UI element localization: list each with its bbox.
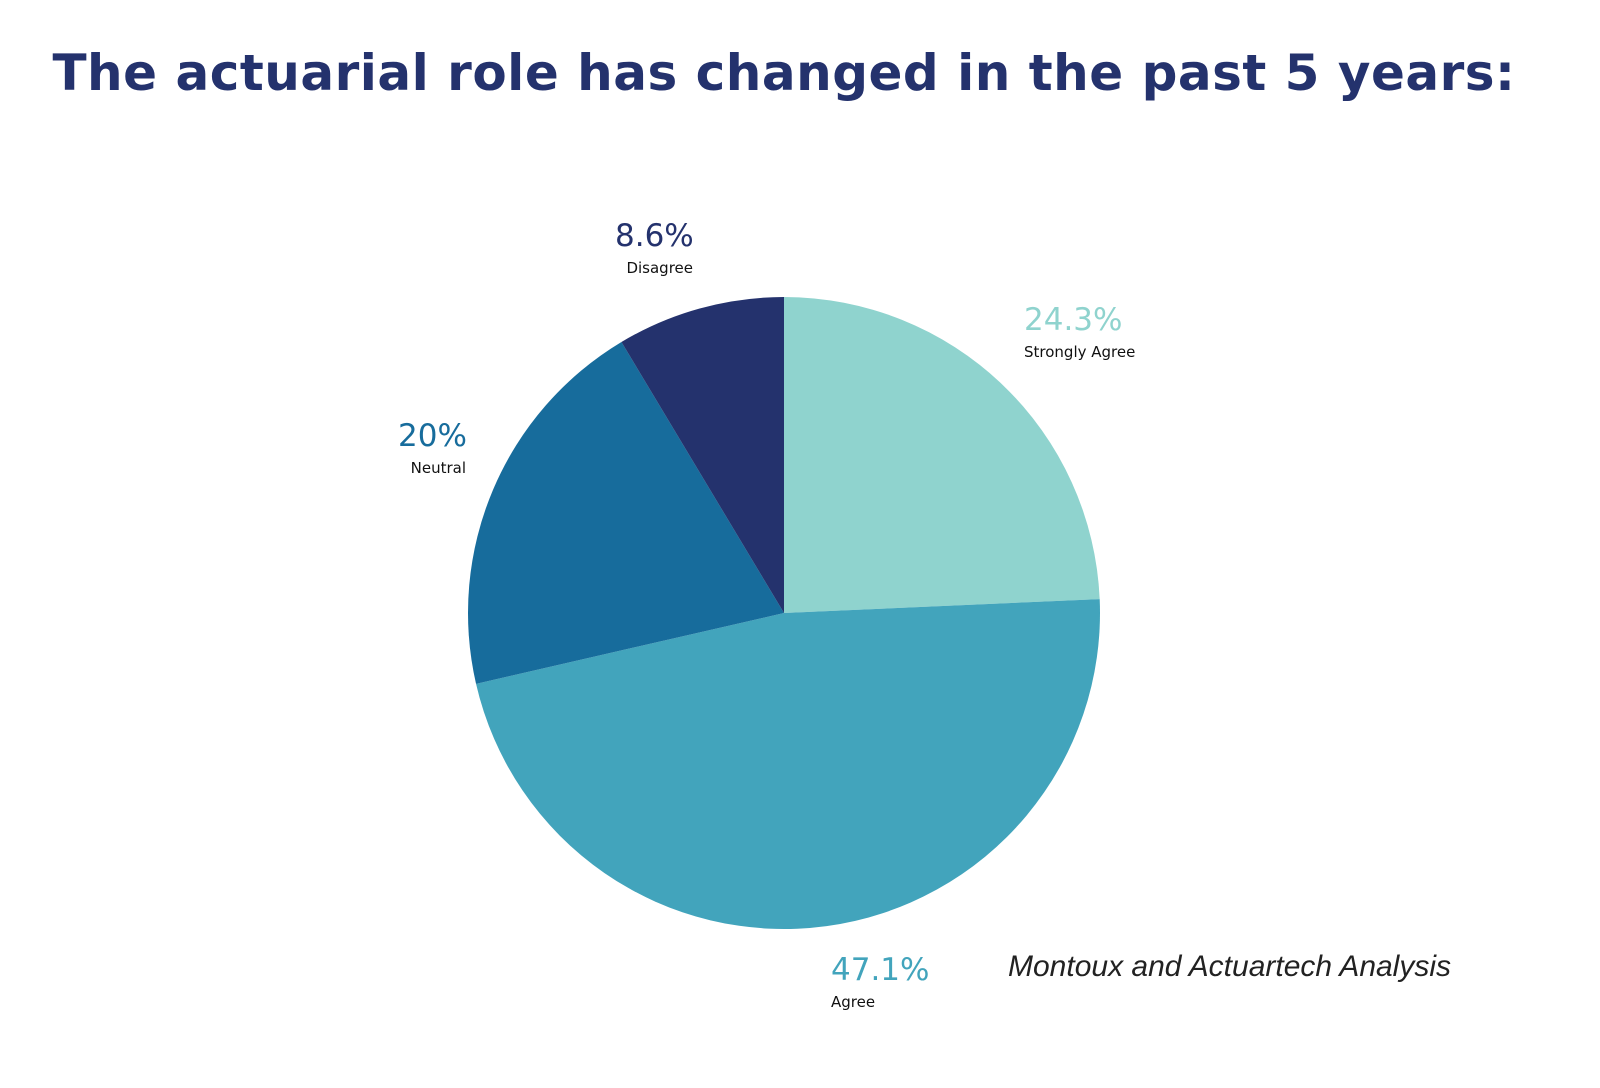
chart-title: The actuarial role has changed in the pa… — [52, 44, 1516, 102]
pct-neutral: 20% — [398, 418, 467, 454]
label-disagree: 8.6% Disagree — [615, 218, 694, 278]
pie-slice-strongly-agree — [784, 297, 1100, 613]
pct-disagree: 8.6% — [615, 218, 694, 254]
label-agree: 47.1% Agree — [831, 952, 929, 1012]
label-strongly-agree: 24.3% Strongly Agree — [1024, 302, 1135, 362]
pie-slice-neutral — [468, 342, 784, 684]
name-agree: Agree — [831, 993, 876, 1011]
label-neutral: 20% Neutral — [398, 418, 467, 478]
name-disagree: Disagree — [626, 259, 693, 277]
pie-slice-disagree — [621, 297, 784, 613]
name-strongly-agree: Strongly Agree — [1024, 343, 1136, 361]
pct-strongly-agree: 24.3% — [1024, 302, 1123, 338]
pct-agree: 47.1% — [831, 952, 930, 988]
pie-slice-agree — [476, 599, 1100, 930]
source-note: Montoux and Actuartech Analysis — [1008, 950, 1452, 983]
name-neutral: Neutral — [410, 459, 466, 477]
